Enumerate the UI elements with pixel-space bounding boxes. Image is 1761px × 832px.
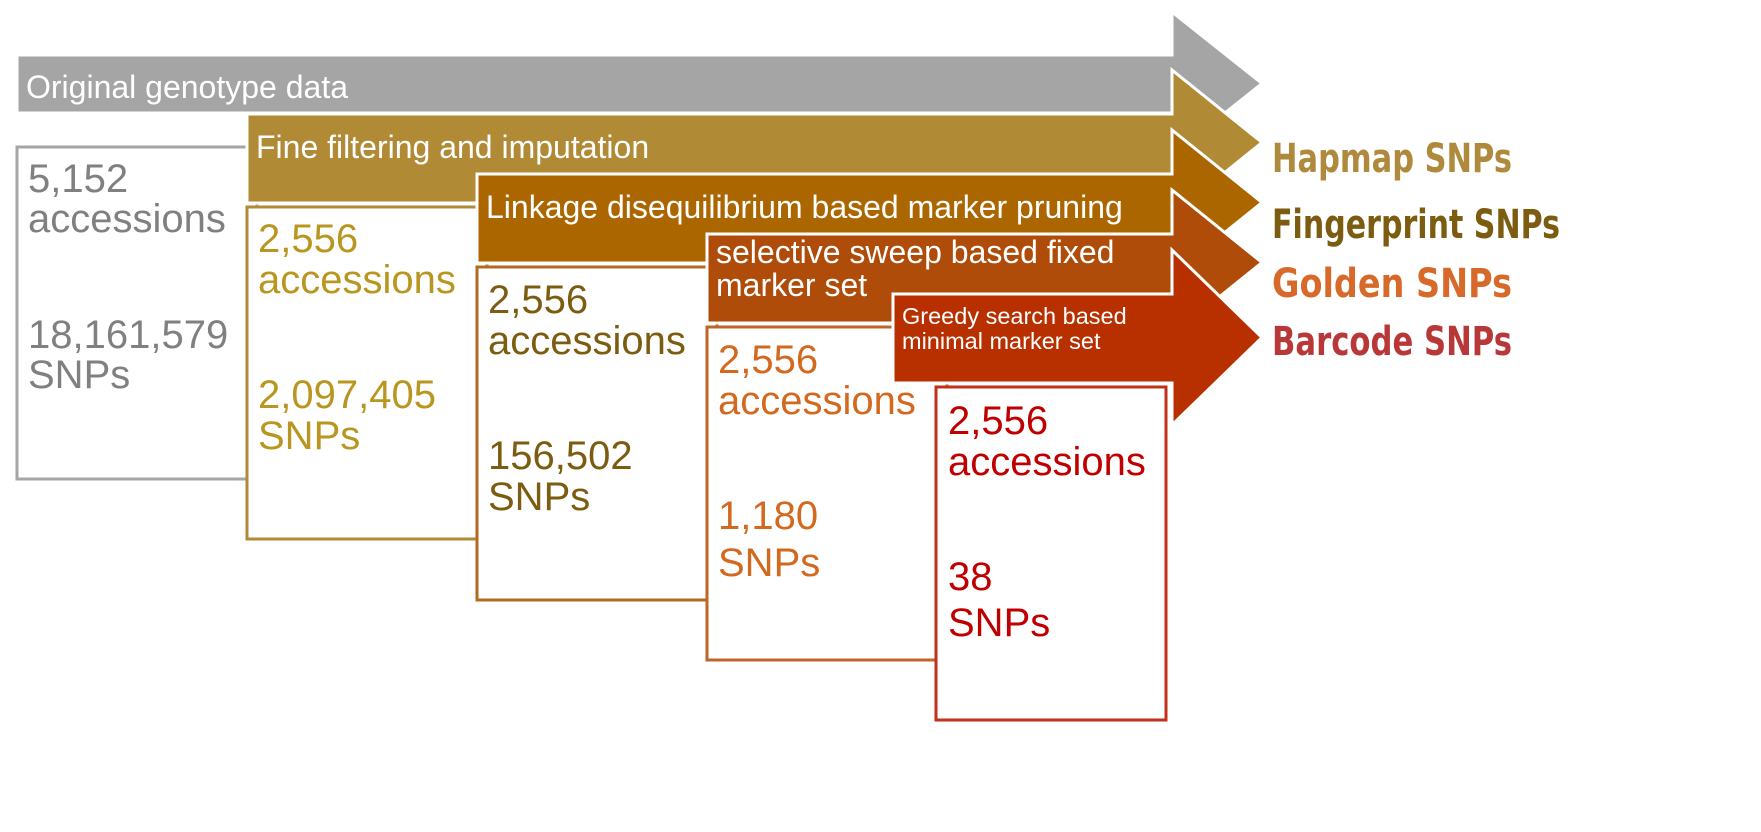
stage-5-snps-value: 38 bbox=[948, 555, 993, 599]
stage-4-label-line-2: marker set bbox=[716, 267, 867, 303]
stage-2-count-box bbox=[245, 205, 489, 541]
stage-4-label-line-1: selective sweep based fixed bbox=[716, 234, 1114, 270]
stage-3-snps-unit: SNPs bbox=[488, 475, 590, 519]
stage-5-count-box bbox=[934, 385, 1168, 722]
stage-3-accessions-unit: accessions bbox=[488, 319, 686, 363]
stage-1-accessions-unit: accessions bbox=[28, 197, 226, 241]
stage-3-label-line-1: Linkage disequilibrium based marker prun… bbox=[486, 189, 1123, 225]
stage-3-count-box bbox=[475, 265, 719, 602]
stage-2-snps-value: 2,097,405 bbox=[258, 373, 436, 417]
stage-1-count-box bbox=[15, 145, 259, 481]
stage-4-snps-value: 1,180 bbox=[718, 494, 818, 538]
stage-1-snps-unit: SNPs bbox=[28, 353, 130, 397]
stage-5-label-line-2: minimal marker set bbox=[902, 328, 1101, 354]
stage-3: Linkage disequilibrium based marker prun… bbox=[475, 126, 1560, 602]
stage-2-snps-unit: SNPs bbox=[258, 414, 360, 458]
stage-3-snps-value: 156,502 bbox=[488, 434, 633, 478]
stage-2-label-line-1: Fine filtering and imputation bbox=[256, 129, 649, 165]
stage-5-accessions-value: 2,556 bbox=[948, 399, 1048, 443]
stage-4-accessions-unit: accessions bbox=[718, 379, 916, 423]
stage-1-label-line-1: Original genotype data bbox=[26, 69, 348, 105]
stage-2-accessions-value: 2,556 bbox=[258, 217, 358, 261]
stage-5-arrow-band bbox=[891, 246, 1265, 429]
stage-5-label-line-1: Greedy search based bbox=[902, 303, 1127, 329]
stage-1-snps-value: 18,161,579 bbox=[28, 313, 228, 357]
stage-5-accessions-unit: accessions bbox=[948, 440, 1146, 484]
stage-5-output-label: Barcode SNPs bbox=[1272, 319, 1512, 365]
stage-2-output-label: Hapmap SNPs bbox=[1272, 136, 1512, 182]
stage-3-output-label: Fingerprint SNPs bbox=[1272, 202, 1560, 248]
stage-1-accessions-value: 5,152 bbox=[28, 157, 128, 201]
stage-3-accessions-value: 2,556 bbox=[488, 278, 588, 322]
stage-5-snps-unit: SNPs bbox=[948, 601, 1050, 645]
stage-4-snps-unit: SNPs bbox=[718, 541, 820, 585]
stage-2-accessions-unit: accessions bbox=[258, 258, 456, 302]
stage-4-output-label: Golden SNPs bbox=[1272, 261, 1512, 307]
stage-4-accessions-value: 2,556 bbox=[718, 338, 818, 382]
